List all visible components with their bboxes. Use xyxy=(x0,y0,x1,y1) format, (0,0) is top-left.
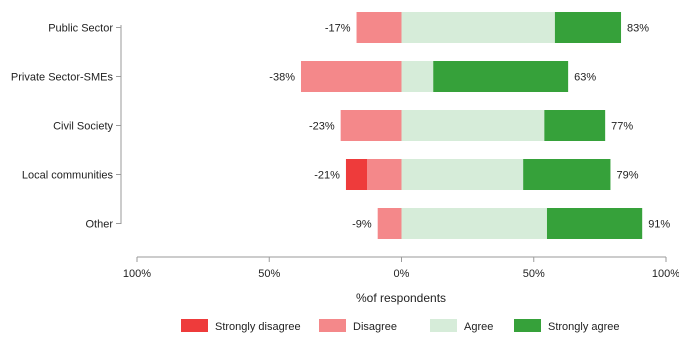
legend-swatch-strongly-agree xyxy=(514,319,541,332)
legend-swatch-agree xyxy=(430,319,457,332)
legend-swatch-strongly-disagree xyxy=(181,319,208,332)
positive-value-label: 63% xyxy=(574,72,596,84)
bar-agree xyxy=(401,110,545,141)
x-tick-label: 100% xyxy=(123,268,151,280)
legend-label-strongly-agree: Strongly agree xyxy=(548,321,620,333)
legend-swatch-disagree xyxy=(319,319,346,332)
legend: Strongly disagree Disagree Agree Strongly a… xyxy=(181,319,620,333)
bar-strongly-agree xyxy=(433,61,569,92)
bar-disagree xyxy=(340,110,402,141)
negative-value-label: -17% xyxy=(325,23,351,35)
bar-disagree xyxy=(356,12,402,43)
category-label: Public Sector xyxy=(48,23,113,35)
bar-agree xyxy=(401,159,524,190)
negative-value-label: -38% xyxy=(269,72,295,84)
x-tick-label: 50% xyxy=(258,268,280,280)
negative-value-label: -21% xyxy=(314,170,340,182)
labels-layer: Public Sector -17% 83% Private Sector-SMEs -… xyxy=(11,23,671,231)
positive-value-label: 79% xyxy=(616,170,638,182)
bar-disagree xyxy=(377,208,402,239)
bars-layer xyxy=(300,12,643,239)
legend-label-agree: Agree xyxy=(464,321,493,333)
category-label: Local communities xyxy=(22,170,114,182)
positive-value-label: 77% xyxy=(611,121,633,133)
category-label: Private Sector-SMEs xyxy=(11,72,114,84)
legend-label-disagree: Disagree xyxy=(353,321,397,333)
positive-value-label: 91% xyxy=(648,219,670,231)
x-tick-label: 100% xyxy=(652,268,679,280)
bar-strongly-agree xyxy=(546,208,643,239)
bar-disagree xyxy=(367,159,402,190)
negative-value-label: -23% xyxy=(309,121,335,133)
category-label: Civil Society xyxy=(53,121,113,133)
bar-agree xyxy=(401,208,547,239)
legend-label-strongly-disagree: Strongly disagree xyxy=(215,321,301,333)
positive-value-label: 83% xyxy=(627,23,649,35)
x-axis: 100% 50% 0% 50% 100% xyxy=(116,25,679,280)
bar-strongly-disagree xyxy=(345,159,368,190)
x-axis-label: %of respondents xyxy=(356,291,446,305)
category-label: Other xyxy=(85,219,113,231)
bar-agree xyxy=(401,12,555,43)
x-tick-label: 0% xyxy=(394,268,410,280)
x-tick-label: 50% xyxy=(523,268,545,280)
bar-disagree xyxy=(300,61,402,92)
bar-strongly-agree xyxy=(554,12,622,43)
negative-value-label: -9% xyxy=(352,219,372,231)
bar-strongly-agree xyxy=(544,110,606,141)
bar-strongly-agree xyxy=(523,159,611,190)
bar-agree xyxy=(401,61,434,92)
